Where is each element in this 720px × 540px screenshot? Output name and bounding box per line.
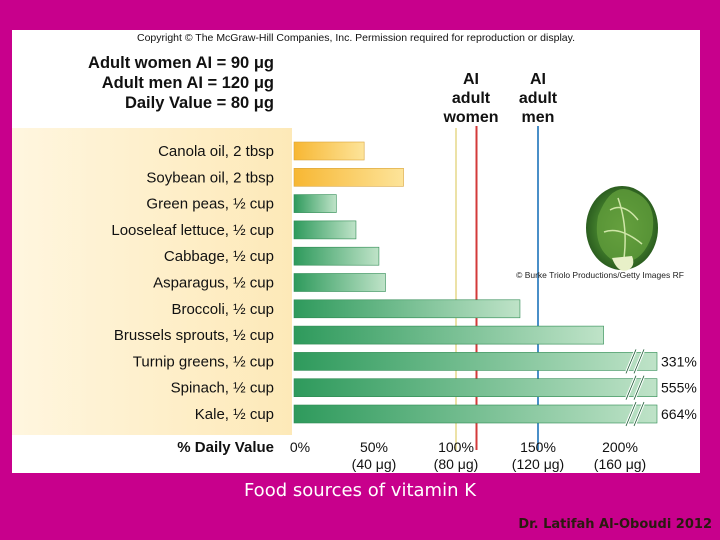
- ref-men-line2: adult: [519, 90, 558, 107]
- food-label-6: Broccoli, ½ cup: [171, 301, 274, 318]
- vitamin-k-chart: Copyright © The McGraw-Hill Companies, I…: [12, 32, 697, 472]
- ref-men-line3: men: [522, 109, 555, 126]
- x-axis: 0% 50%(40 μg) 100%(80 μg) 150%(120 μg) 200%(…: [290, 439, 646, 472]
- food-label-1: Soybean oil, 2 tbsp: [146, 169, 274, 186]
- food-label-5: Asparagus, ½ cup: [153, 275, 274, 292]
- food-label-3: Looseleaf lettuce, ½ cup: [111, 222, 274, 239]
- x-axis-title: % Daily Value: [177, 439, 274, 456]
- food-label-0: Canola oil, 2 tbsp: [158, 143, 274, 160]
- bar-0: [293, 141, 365, 161]
- food-labels-group: Canola oil, 2 tbsp Soybean oil, 2 tbsp Gre…: [111, 143, 274, 423]
- bar-value-label-10: 664%: [661, 406, 697, 422]
- bar-6: [293, 299, 521, 319]
- x-tick-sublabel-3: (120 μg): [512, 456, 564, 472]
- bars-group: 331% 555% 664%: [293, 141, 697, 427]
- food-label-4: Cabbage, ½ cup: [164, 248, 274, 265]
- bar-4: [293, 246, 380, 266]
- bar-9: [293, 378, 658, 398]
- bar-2: [293, 194, 337, 213]
- header-men-ai: Adult men AI = 120 μg: [102, 74, 274, 92]
- bar-break-edge-9: [625, 375, 645, 400]
- bar-7: [293, 325, 604, 345]
- header-block: Adult women AI = 90 μg Adult men AI = 12…: [88, 54, 274, 112]
- x-tick-label-0: 0%: [290, 439, 310, 455]
- ref-label-men: AI adult men: [519, 71, 558, 126]
- food-label-8: Turnip greens, ½ cup: [133, 353, 274, 370]
- food-label-2: Green peas, ½ cup: [146, 196, 274, 213]
- photo-credit: © Burke Triolo Productions/Getty Images …: [516, 270, 684, 280]
- chart-figure: Copyright © The McGraw-Hill Companies, I…: [12, 30, 700, 473]
- food-label-7: Brussels sprouts, ½ cup: [114, 327, 274, 344]
- ref-men-line1: AI: [530, 71, 546, 88]
- x-tick-sublabel-2: (80 μg): [434, 456, 479, 472]
- bar-3: [293, 220, 357, 240]
- bar-1: [293, 168, 404, 187]
- lettuce-image: [586, 186, 658, 271]
- ref-label-women: AI adult women: [442, 71, 498, 126]
- header-daily-value: Daily Value = 80 μg: [125, 94, 274, 112]
- bar-break-edge-8: [625, 349, 645, 374]
- ref-women-line1: AI: [463, 71, 479, 88]
- x-tick-label-3: 150%: [520, 439, 556, 455]
- bar-value-label-9: 555%: [661, 380, 697, 396]
- label-panel: [12, 128, 292, 435]
- header-women-ai: Adult women AI = 90 μg: [88, 54, 274, 72]
- bar-value-label-8: 331%: [661, 353, 697, 369]
- author-credit: Dr. Latifah Al-Oboudi 2012: [518, 517, 712, 532]
- x-tick-label-1: 50%: [360, 439, 388, 455]
- x-tick-sublabel-1: (40 μg): [352, 456, 397, 472]
- copyright-text: Copyright © The McGraw-Hill Companies, I…: [137, 32, 575, 44]
- ref-women-line2: adult: [452, 90, 491, 107]
- bar-10: [293, 404, 658, 424]
- x-tick-label-2: 100%: [438, 439, 474, 455]
- bar-8: [293, 352, 658, 371]
- food-label-9: Spinach, ½ cup: [171, 380, 274, 397]
- bar-break-edge-10: [625, 401, 645, 427]
- reference-lines: [455, 126, 539, 450]
- bar-5: [293, 273, 386, 292]
- x-tick-label-4: 200%: [602, 439, 638, 455]
- x-tick-sublabel-4: (160 μg): [594, 456, 646, 472]
- food-label-10: Kale, ½ cup: [195, 406, 274, 423]
- ref-women-line3: women: [442, 109, 498, 126]
- slide-caption: Food sources of vitamin K: [243, 480, 477, 501]
